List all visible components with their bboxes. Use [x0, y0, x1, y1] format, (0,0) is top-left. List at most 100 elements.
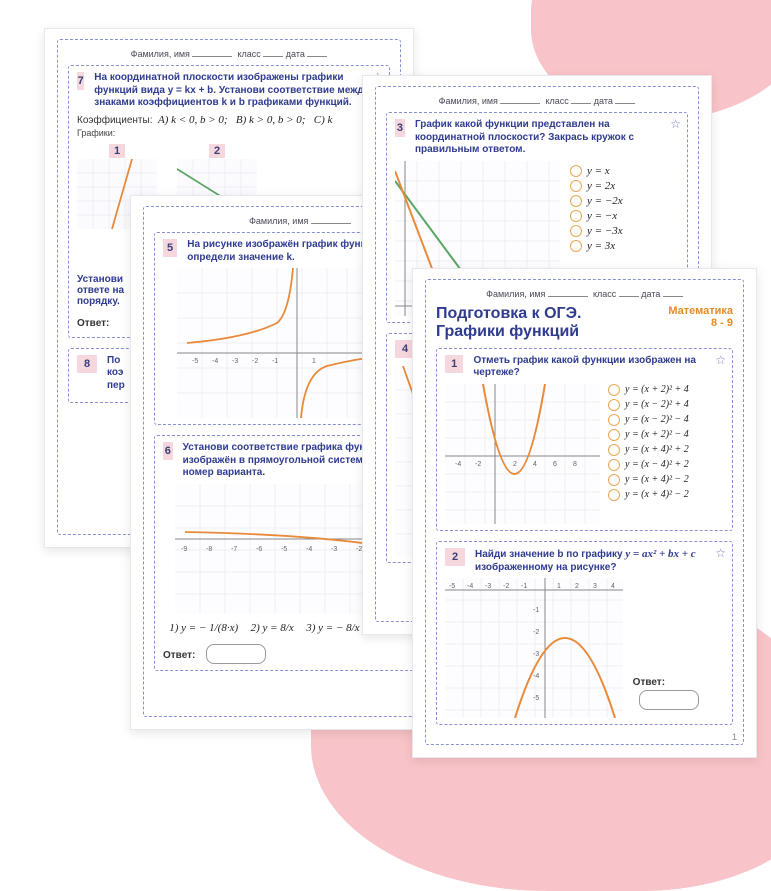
radio-option[interactable] — [608, 474, 620, 486]
radio-option[interactable] — [608, 489, 620, 501]
subject: Математика — [668, 305, 733, 317]
opt3-1: y = 2x — [587, 180, 615, 192]
q1-number: 1 — [445, 355, 463, 373]
svg-text:-1: -1 — [533, 607, 539, 614]
svg-text:-2: -2 — [533, 629, 539, 636]
svg-text:-4: -4 — [212, 358, 218, 365]
answer-label-b: Ответ: — [163, 650, 195, 661]
star-icon-d1: ☆ — [715, 353, 726, 367]
opt1-6: y = (x + 4)² − 2 — [625, 474, 689, 485]
svg-text:-7: -7 — [231, 546, 237, 553]
svg-text:1: 1 — [312, 358, 316, 365]
svg-text:-5: -5 — [533, 695, 539, 702]
svg-text:8: 8 — [573, 461, 577, 468]
svg-text:3: 3 — [593, 583, 597, 590]
svg-text:2: 2 — [575, 583, 579, 590]
opt3-2: y = −2x — [587, 195, 623, 207]
radio-option[interactable] — [570, 240, 582, 252]
svg-text:-2: -2 — [503, 583, 509, 590]
coeff-b: B) k > 0, b > 0; — [236, 114, 306, 126]
opt1-0: y = (x + 2)² + 4 — [625, 384, 689, 395]
opt3-4: y = −3x — [587, 225, 623, 237]
svg-text:-5: -5 — [281, 546, 287, 553]
q5-chart: -5-4-3-2-11 — [177, 268, 367, 418]
radio-option[interactable] — [570, 210, 582, 222]
q2-text-a: Найди значение b по графику — [475, 549, 625, 560]
svg-text:-1: -1 — [521, 583, 527, 590]
star-icon-d2: ☆ — [715, 546, 726, 560]
svg-text:-9: -9 — [181, 546, 187, 553]
q6-number: 6 — [163, 442, 173, 460]
mini1-label: 1 — [109, 144, 125, 158]
eq2: 2) y = 8/x — [251, 622, 294, 634]
worksheet-page-d: Фамилия, имя класс дата Подготовка к ОГЭ… — [412, 268, 757, 758]
radio-option[interactable] — [608, 384, 620, 396]
q3-text: График какой функции представлен на коор… — [415, 119, 679, 157]
q7-text: На координатной плоскости изображены гра… — [94, 72, 381, 110]
svg-text:2: 2 — [513, 461, 517, 468]
svg-text:-4: -4 — [467, 583, 473, 590]
q8-p3: пер — [107, 380, 125, 393]
svg-text:-8: -8 — [206, 546, 212, 553]
q8-number: 8 — [77, 355, 97, 373]
grade: 8 - 9 — [668, 317, 733, 329]
name-label-c: Фамилия, имя — [439, 96, 498, 106]
name-label-d: Фамилия, имя — [486, 289, 545, 299]
coeff-a: A) k < 0, b > 0; — [158, 114, 228, 126]
radio-option[interactable] — [608, 399, 620, 411]
q2-text-b: изображенному на рисунке? — [475, 562, 616, 573]
q2-formula: y = ax² + bx + c — [625, 548, 695, 560]
svg-text:-3: -3 — [485, 583, 491, 590]
svg-text:-4: -4 — [533, 673, 539, 680]
svg-text:4: 4 — [533, 461, 537, 468]
opt3-0: y = x — [587, 165, 610, 177]
radio-option[interactable] — [570, 225, 582, 237]
radio-option[interactable] — [608, 459, 620, 471]
svg-text:-4: -4 — [455, 461, 461, 468]
svg-text:-2: -2 — [252, 358, 258, 365]
svg-text:6: 6 — [553, 461, 557, 468]
radio-option[interactable] — [570, 165, 582, 177]
name-label: Фамилия, имя — [131, 49, 190, 59]
radio-option[interactable] — [570, 180, 582, 192]
header-d: Фамилия, имя класс дата — [436, 288, 733, 299]
q2-box: ☆ 2 Найди значение b по графику y = ax² … — [436, 541, 733, 725]
date-label-c: дата — [594, 96, 613, 106]
svg-text:-1: -1 — [272, 358, 278, 365]
radio-option[interactable] — [570, 195, 582, 207]
q1-chart: -4 -2 2 4 6 8 — [445, 384, 600, 524]
name-label-b: Фамилия, имя — [249, 216, 308, 226]
q8-p1: По — [107, 355, 125, 368]
svg-text:-2: -2 — [475, 461, 481, 468]
q1-text: Отметь график какой функции изображен на… — [473, 355, 724, 380]
q5-number: 5 — [163, 239, 177, 257]
q1-options: y = (x + 2)² + 4 y = (x − 2)² + 4 y = (x… — [608, 384, 689, 524]
q2-chart: -5-4-3-2-1 12345 -1-2-3-4-5 — [445, 578, 623, 718]
answer-label-d: Ответ: — [633, 677, 665, 688]
answer-label-a: Ответ: — [77, 318, 109, 329]
radio-option[interactable] — [608, 414, 620, 426]
svg-text:1: 1 — [557, 583, 561, 590]
svg-text:-6: -6 — [256, 546, 262, 553]
radio-option[interactable] — [608, 429, 620, 441]
answer-box-d[interactable] — [639, 690, 699, 710]
svg-text:-4: -4 — [306, 546, 312, 553]
page-title: Подготовка к ОГЭ. Графики функций — [436, 305, 646, 342]
answer-box-b[interactable] — [206, 644, 266, 664]
coeff-label: Коэффициенты: — [77, 115, 152, 126]
header-a: Фамилия, имя класс дата — [68, 48, 390, 59]
header-c: Фамилия, имя класс дата — [386, 95, 688, 106]
q2-number: 2 — [445, 548, 465, 566]
svg-text:-5: -5 — [192, 358, 198, 365]
opt1-4: y = (x + 4)² + 2 — [625, 444, 689, 455]
q1-box: ☆ 1 Отметь график какой функции изображе… — [436, 348, 733, 531]
class-label-d: класс — [593, 289, 616, 299]
q3-number: 3 — [395, 119, 405, 137]
class-label-c: класс — [545, 96, 568, 106]
opt1-7: y = (x + 4)² − 2 — [625, 489, 689, 500]
graph-label: Графики: — [77, 128, 381, 138]
coeff-c: C) k — [314, 114, 333, 126]
q2-text: Найди значение b по графику y = ax² + bx… — [475, 548, 696, 574]
svg-text:4: 4 — [611, 583, 615, 590]
radio-option[interactable] — [608, 444, 620, 456]
